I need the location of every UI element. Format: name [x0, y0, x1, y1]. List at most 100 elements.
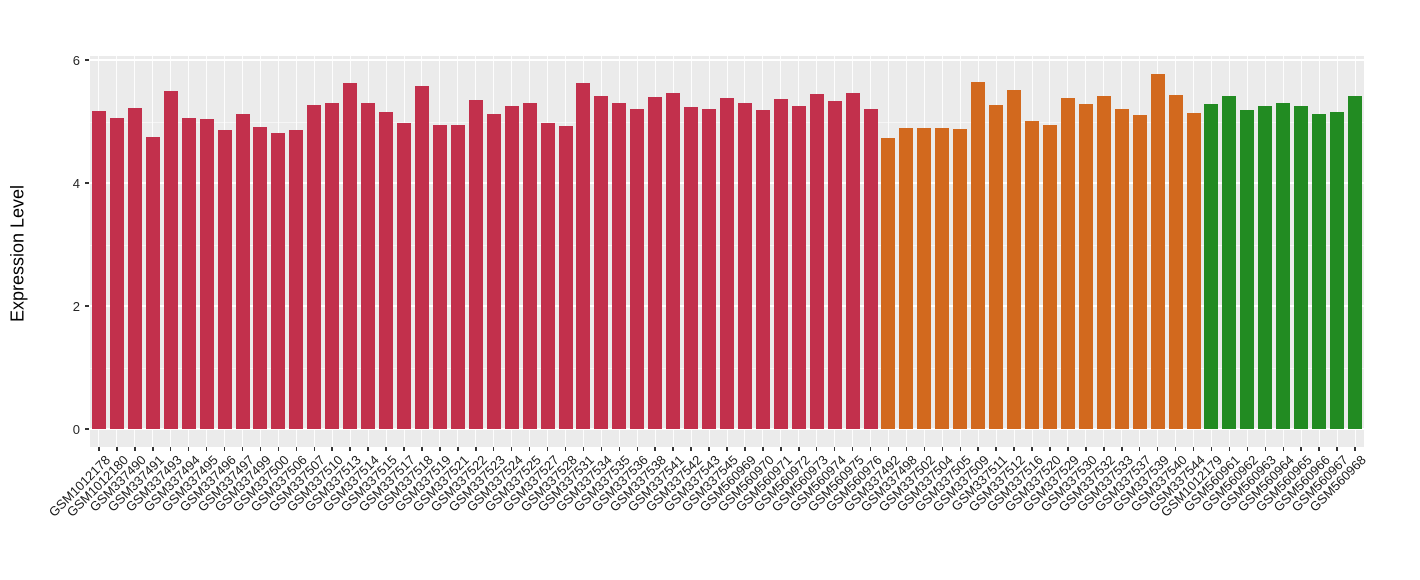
x-tick-mark — [1121, 447, 1123, 451]
bar — [1330, 112, 1345, 429]
x-tick-mark — [1031, 447, 1033, 451]
x-tick-mark — [1156, 447, 1159, 451]
bar — [881, 138, 896, 429]
x-tick-mark — [582, 447, 585, 451]
x-tick-mark — [1210, 447, 1213, 451]
x-tick-mark — [1246, 447, 1249, 451]
x-tick-mark — [1264, 447, 1267, 451]
x-tick-mark — [941, 447, 944, 451]
x-tick-mark — [923, 447, 926, 451]
bar — [343, 82, 358, 429]
bar — [379, 112, 394, 429]
bar — [307, 104, 322, 429]
x-tick-mark — [815, 447, 818, 451]
x-tick-mark — [564, 447, 567, 451]
x-tick-mark — [1282, 447, 1284, 451]
x-tick-mark — [833, 447, 836, 451]
x-tick-mark — [1228, 447, 1231, 451]
x-tick-mark — [457, 447, 459, 451]
x-tick-mark — [744, 447, 746, 451]
x-tick-mark — [98, 447, 100, 451]
x-tick-mark — [762, 447, 764, 451]
y-axis-title: Expression Level — [7, 184, 28, 323]
x-tick-mark — [1138, 447, 1141, 451]
x-tick-mark — [959, 447, 962, 451]
x-tick-mark — [313, 447, 316, 451]
bar — [1240, 109, 1255, 429]
x-tick-mark — [349, 447, 351, 451]
bar — [917, 127, 932, 429]
bar — [737, 103, 752, 429]
x-tick-mark — [528, 447, 531, 451]
bar — [271, 132, 286, 429]
bar — [1132, 114, 1147, 429]
x-tick-mark — [672, 447, 674, 451]
bar — [397, 122, 411, 429]
bar — [361, 103, 376, 429]
bar — [702, 108, 717, 429]
x-tick-mark — [241, 447, 244, 451]
bar — [1168, 95, 1183, 429]
bar — [199, 119, 214, 429]
x-tick-mark — [1067, 447, 1069, 451]
bar — [1150, 74, 1165, 429]
bar — [540, 123, 555, 429]
bar — [1294, 106, 1309, 429]
x-tick-mark — [546, 447, 549, 451]
bar — [1042, 125, 1057, 429]
x-tick-mark — [798, 447, 800, 451]
bar — [845, 93, 860, 429]
bar — [1186, 112, 1201, 429]
x-tick-mark — [977, 447, 979, 451]
bar — [1078, 103, 1093, 429]
bar — [935, 127, 950, 429]
bar — [145, 136, 160, 429]
x-tick-mark — [510, 447, 513, 451]
y-tick-label: 6 — [72, 52, 80, 68]
x-tick-mark — [1013, 447, 1015, 451]
bar — [773, 99, 788, 429]
bar — [630, 109, 645, 429]
bar — [109, 118, 124, 429]
x-tick-mark — [295, 447, 298, 451]
bar — [1007, 89, 1022, 429]
bar — [863, 108, 878, 429]
x-tick-mark — [618, 447, 621, 451]
bar — [163, 91, 178, 429]
bar — [1348, 96, 1363, 429]
x-tick-mark — [492, 447, 495, 451]
x-tick-mark — [187, 447, 190, 451]
bar — [1312, 114, 1327, 429]
x-tick-mark — [1103, 447, 1105, 451]
x-tick-mark — [277, 447, 280, 451]
y-tick-label: 2 — [72, 298, 80, 314]
bar — [971, 82, 986, 429]
x-tick-mark — [134, 447, 136, 451]
x-tick-mark — [152, 447, 154, 451]
x-tick-mark — [887, 447, 890, 451]
x-tick-mark — [421, 447, 423, 451]
x-tick-mark — [1354, 447, 1356, 451]
bar — [809, 94, 824, 429]
bar — [450, 125, 465, 429]
bar — [127, 107, 142, 429]
x-tick-mark — [600, 447, 603, 451]
x-tick-mark — [331, 447, 333, 451]
x-tick-mark — [1318, 447, 1320, 451]
x-tick-mark — [1049, 447, 1051, 451]
x-tick-mark — [205, 447, 208, 451]
x-tick-mark — [385, 447, 387, 451]
bar — [325, 103, 340, 429]
x-tick-mark — [780, 447, 782, 451]
y-tick-mark — [85, 59, 89, 61]
y-tick-mark — [85, 428, 89, 430]
bar — [486, 114, 501, 429]
x-tick-mark — [995, 447, 997, 451]
bar — [1222, 96, 1237, 429]
bar — [648, 96, 663, 429]
bar — [1060, 97, 1075, 429]
bar — [1276, 103, 1291, 429]
x-tick-mark — [475, 447, 477, 451]
bar — [1025, 120, 1040, 429]
